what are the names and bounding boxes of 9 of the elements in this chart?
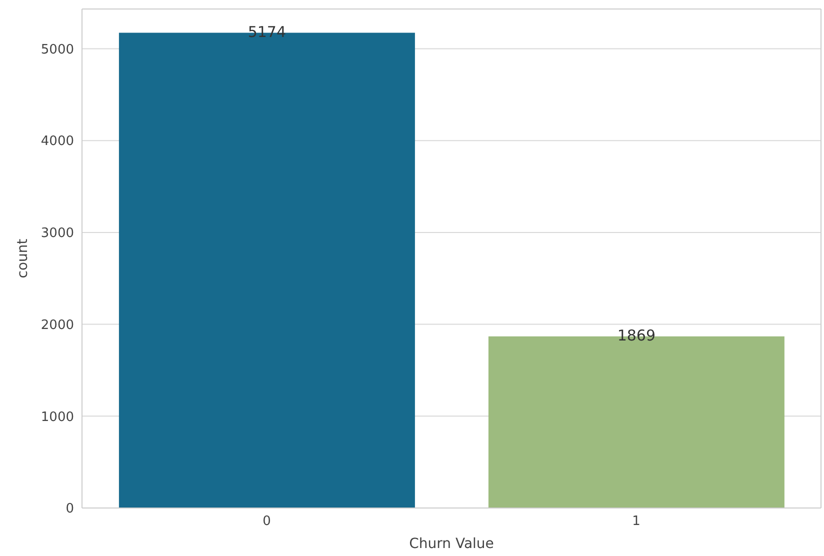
- y-tick-label: 4000: [40, 134, 74, 150]
- y-axis-title: count: [14, 238, 31, 278]
- y-tick-label: 3000: [40, 226, 74, 242]
- y-tick-label: 5000: [40, 42, 74, 58]
- y-tick-label: 1000: [40, 410, 74, 425]
- y-tick-label: 2000: [40, 318, 74, 333]
- y-tick-label: 0: [66, 502, 74, 517]
- x-tick-label: 1: [632, 514, 640, 530]
- x-axis-title: Churn Value: [409, 536, 494, 552]
